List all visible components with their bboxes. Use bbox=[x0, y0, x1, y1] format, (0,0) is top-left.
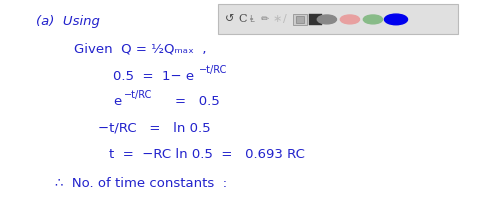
Text: 0.5  =  1− e: 0.5 = 1− e bbox=[113, 70, 194, 83]
Text: Ⱡ: Ⱡ bbox=[250, 15, 255, 24]
Text: −t/RC: −t/RC bbox=[124, 90, 152, 100]
Text: ∴  No. of time constants  :: ∴ No. of time constants : bbox=[55, 177, 228, 190]
Text: −t/RC   =   ln 0.5: −t/RC = ln 0.5 bbox=[98, 121, 211, 134]
Circle shape bbox=[363, 15, 383, 24]
Circle shape bbox=[317, 15, 336, 24]
Bar bbox=[309, 14, 322, 25]
Text: −t/RC: −t/RC bbox=[199, 65, 228, 75]
Text: e: e bbox=[113, 95, 121, 107]
Text: ↺: ↺ bbox=[225, 14, 234, 24]
Text: (a)  Using: (a) Using bbox=[36, 15, 100, 28]
Text: C: C bbox=[238, 14, 247, 24]
FancyBboxPatch shape bbox=[218, 4, 458, 34]
Text: ∗: ∗ bbox=[273, 14, 282, 24]
Text: ✏: ✏ bbox=[261, 14, 269, 24]
Text: Given  Q = ½Qₘₐₓ  ,: Given Q = ½Qₘₐₓ , bbox=[74, 42, 207, 55]
Circle shape bbox=[384, 14, 408, 25]
Circle shape bbox=[340, 15, 360, 24]
Bar bbox=[296, 16, 304, 23]
Bar bbox=[293, 14, 307, 25]
Text: t  =  −RC ln 0.5  =   0.693 RC: t = −RC ln 0.5 = 0.693 RC bbox=[109, 148, 305, 161]
Text: =   0.5: = 0.5 bbox=[175, 95, 220, 107]
Text: /: / bbox=[283, 14, 287, 24]
